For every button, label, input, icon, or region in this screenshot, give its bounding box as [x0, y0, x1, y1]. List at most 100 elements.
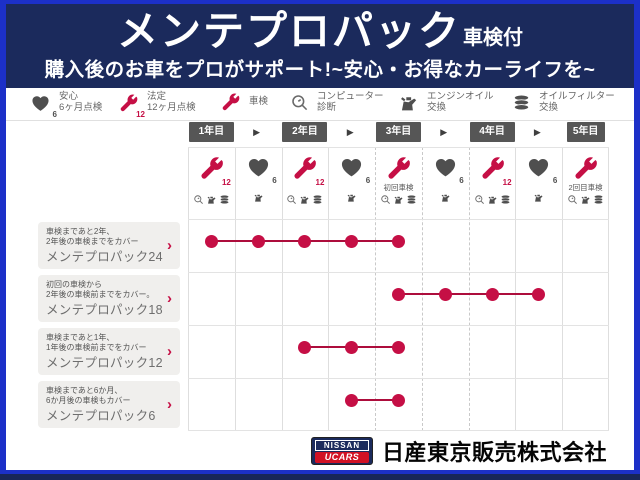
grid-vline	[421, 147, 423, 431]
oil-can-icon	[253, 192, 264, 203]
legend-label: 安心 6ヶ月点検	[59, 91, 103, 113]
service-column-header: 初回車検	[375, 147, 422, 219]
oil-can-icon	[580, 194, 591, 205]
oil-can-icon	[299, 194, 310, 205]
schedule-grid: 12 6 12 6 初回車検 6 12 6 2回目車検	[188, 147, 609, 431]
header: メンテプロパック 車検付 購入後のお車をプロがサポート!~安心・お得なカーライフ…	[6, 4, 634, 88]
coverage-dot	[392, 393, 405, 407]
coverage-dot	[345, 340, 359, 354]
grid-vline	[515, 147, 517, 431]
heart-icon: 6	[339, 154, 370, 185]
chevron-right-icon: ›	[167, 395, 172, 413]
content-area: メンテプロパック 車検付 購入後のお車をプロがサポート!~安心・お得なカーライフ…	[6, 4, 634, 470]
grid-vline	[608, 147, 609, 431]
service-column-header: 12	[469, 147, 516, 219]
grid-hline	[188, 430, 609, 431]
pack-desc-line2: 2年後の車検までをカバー	[46, 237, 139, 246]
computer-scan-icon	[567, 194, 578, 205]
chevron-right-icon: ›	[167, 289, 172, 307]
oil-can-icon	[206, 194, 217, 205]
wrench-icon: 12	[479, 154, 512, 187]
grid-hline	[188, 219, 609, 220]
company-name: 日産東京販売株式会社	[382, 440, 608, 465]
coverage-dot	[392, 287, 405, 301]
year-arrow-icon: ▶	[440, 127, 448, 137]
coverage-dot	[298, 340, 312, 354]
oil-filter-icon	[312, 194, 323, 205]
included-services	[440, 192, 451, 203]
included-services	[286, 194, 323, 205]
oil-can-icon	[440, 192, 451, 203]
heart-icon: 6	[526, 154, 557, 185]
year-timeline: 1年目 ▶ 2年目 ▶ 3年目 ▶ 4年目 ▶ 5年目	[188, 121, 609, 143]
coverage-dot	[392, 340, 405, 354]
service-column-header: 6	[235, 147, 282, 219]
subtitle: 購入後のお車をプロがサポート!~安心・お得なカーライフを~	[44, 59, 596, 81]
year-arrow-icon: ▶	[253, 127, 261, 137]
grid-vline	[328, 147, 330, 431]
computer-scan-icon	[193, 194, 204, 205]
legend-item: 6 安心 6ヶ月点検	[30, 91, 103, 118]
year-label: 2年目	[282, 122, 328, 142]
pack-name: メンテプロパック6	[46, 409, 156, 423]
legend-item: 車検	[220, 91, 268, 112]
coverage-dot	[345, 234, 359, 248]
service-column-header: 6	[515, 147, 562, 219]
computer-scan-icon	[380, 194, 391, 205]
pack-desc-line2: 1年後の車検前までをカバー	[46, 343, 147, 352]
pack-desc-line2: 2年後の車検前までをカバー。	[46, 290, 155, 299]
pack-row-button[interactable]: 車検まであと2年、 2年後の車検までをカバー メンテプロパック24 ›	[38, 222, 180, 269]
pack-row-button[interactable]: 初回の車検から 2年後の車検前までをカバー。 メンテプロパック18 ›	[38, 275, 180, 322]
computer-scan-icon	[286, 194, 297, 205]
shaken-label: 2回目車検	[568, 183, 603, 192]
computer-scan-icon	[290, 93, 309, 112]
legend-label: 法定 12ヶ月点検	[147, 91, 196, 113]
grid-vline	[375, 147, 377, 431]
oil-filter-icon	[406, 194, 417, 205]
pack-row-button[interactable]: 車検まであと6か月、 6か月後の車検もカバー メンテプロパック6 ›	[38, 381, 180, 428]
oil-filter-icon	[593, 194, 604, 205]
service-column-header: 12	[188, 147, 235, 219]
year-arrow-icon: ▶	[346, 127, 354, 137]
oil-can-icon	[398, 92, 419, 113]
pack-name: メンテプロパック18	[46, 303, 163, 317]
legend-item: 12 法定 12ヶ月点検	[118, 91, 196, 118]
service-column-header: 12	[282, 147, 329, 219]
legend-label: 車検	[249, 96, 269, 107]
included-services	[380, 194, 417, 205]
heart-icon: 6	[433, 154, 464, 185]
heart-icon: 6	[30, 92, 57, 118]
icon-legend: 6 安心 6ヶ月点検 12 法定 12ヶ月点検 車検 コンピューター 診断 エンジンオイル 交換 オイ…	[6, 88, 634, 121]
nissan-logo-text: NISSAN	[315, 440, 369, 451]
pack-desc-line1: 車検まであと6か月、	[46, 386, 123, 395]
year-label: 3年目	[376, 122, 421, 142]
grid-vline	[281, 147, 283, 431]
included-services	[193, 194, 230, 205]
page-title: メンテプロパック 車検付	[6, 4, 634, 56]
legend-label: コンピューター 診断	[317, 91, 384, 113]
chevron-right-icon: ›	[167, 342, 172, 360]
pack-desc-line1: 車検まであと1年、	[46, 333, 115, 342]
pack-desc-line1: 車検まであと2年、	[46, 227, 115, 236]
nissan-ucars-logo: NISSAN UCARS	[311, 437, 373, 465]
wrench-icon	[220, 91, 241, 112]
wrench-icon	[572, 154, 599, 181]
wrench-icon: 12	[118, 92, 145, 118]
coverage-line	[398, 293, 539, 295]
grid-vline	[468, 147, 470, 431]
coverage-dot	[298, 234, 312, 248]
included-services	[253, 192, 264, 203]
coverage-dot	[251, 234, 265, 248]
included-services	[474, 194, 511, 205]
coverage-dot	[345, 393, 359, 407]
legend-label: オイルフィルター 交換	[539, 91, 615, 113]
legend-item: エンジンオイル 交換	[398, 91, 494, 113]
oil-can-icon	[346, 192, 357, 203]
legend-item: コンピューター 診断	[290, 91, 384, 113]
coverage-dot	[532, 287, 546, 301]
grid-hline	[188, 147, 609, 148]
grid-vline	[562, 147, 564, 431]
ucars-logo-text: UCARS	[315, 452, 369, 463]
pack-row-button[interactable]: 車検まであと1年、 1年後の車検前までをカバー メンテプロパック12 ›	[38, 328, 180, 375]
oil-filter-icon	[500, 194, 511, 205]
